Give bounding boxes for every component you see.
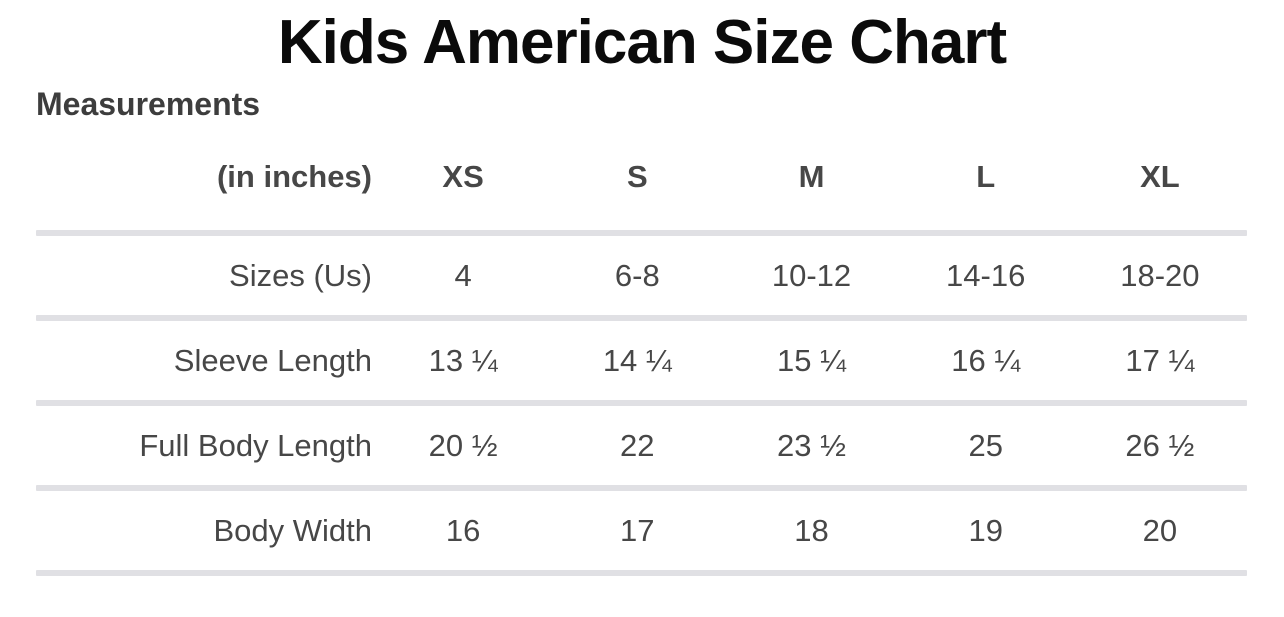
size-cell: 22 [620, 427, 655, 463]
size-cell: 18-20 [1120, 257, 1200, 293]
table-divider [36, 230, 1247, 236]
size-cell: 26 ½ [1125, 427, 1195, 463]
row-label: Body Width [213, 512, 372, 548]
size-cell: 17 ¼ [1125, 342, 1195, 378]
size-cell: 23 ½ [777, 427, 846, 463]
size-cell: 10-12 [771, 257, 852, 293]
table-divider [36, 570, 1247, 576]
size-cell: 20 [1142, 512, 1178, 548]
size-cell: 14 ¼ [602, 342, 672, 378]
table-divider [36, 485, 1247, 491]
table-divider [36, 315, 1247, 321]
row-label: Sizes (Us) [229, 257, 372, 293]
section-heading: Measurements [36, 86, 261, 122]
size-cell: 16 ¼ [951, 342, 1021, 378]
table-row-sleeve-length: Sleeve Length 13 ¼ 14 ¼ 15 ¼ 16 ¼ 17 ¼ [36, 321, 1247, 400]
row-label: Full Body Length [139, 427, 372, 463]
size-cell: 4 [454, 257, 472, 293]
table-row-body-width: Body Width 16 17 18 19 20 [36, 491, 1247, 570]
column-header-xs: XS [442, 159, 484, 194]
size-cell: 19 [968, 512, 1003, 548]
column-header-xl: XL [1140, 159, 1180, 194]
size-cell: 25 [968, 427, 1003, 463]
column-header-l: L [976, 159, 996, 194]
page-title: Kids American Size Chart [277, 8, 1007, 77]
column-header-s: S [626, 159, 648, 194]
size-cell: 15 ¼ [777, 342, 846, 378]
table-row-sizes: Sizes (Us) 4 6-8 10-12 14-16 18-20 [36, 236, 1247, 315]
size-cell: 16 [445, 512, 481, 548]
column-header-m: M [798, 159, 825, 194]
table-row-full-body-length: Full Body Length 20 ½ 22 23 ½ 25 26 ½ [36, 406, 1247, 485]
row-label: Sleeve Length [173, 342, 372, 378]
size-chart-table: (in inches) XS S M L XL Sizes (Us) 4 6-8… [36, 124, 1247, 576]
table-header-row: (in inches) XS S M L XL [36, 124, 1247, 230]
size-cell: 14-16 [946, 257, 1026, 293]
size-cell: 13 ¼ [428, 342, 498, 378]
column-header-unit: (in inches) [216, 159, 372, 194]
table-divider [36, 400, 1247, 406]
size-cell: 17 [620, 512, 655, 548]
size-cell: 18 [794, 512, 829, 548]
size-cell: 6-8 [614, 257, 660, 293]
size-cell: 20 ½ [428, 427, 498, 463]
